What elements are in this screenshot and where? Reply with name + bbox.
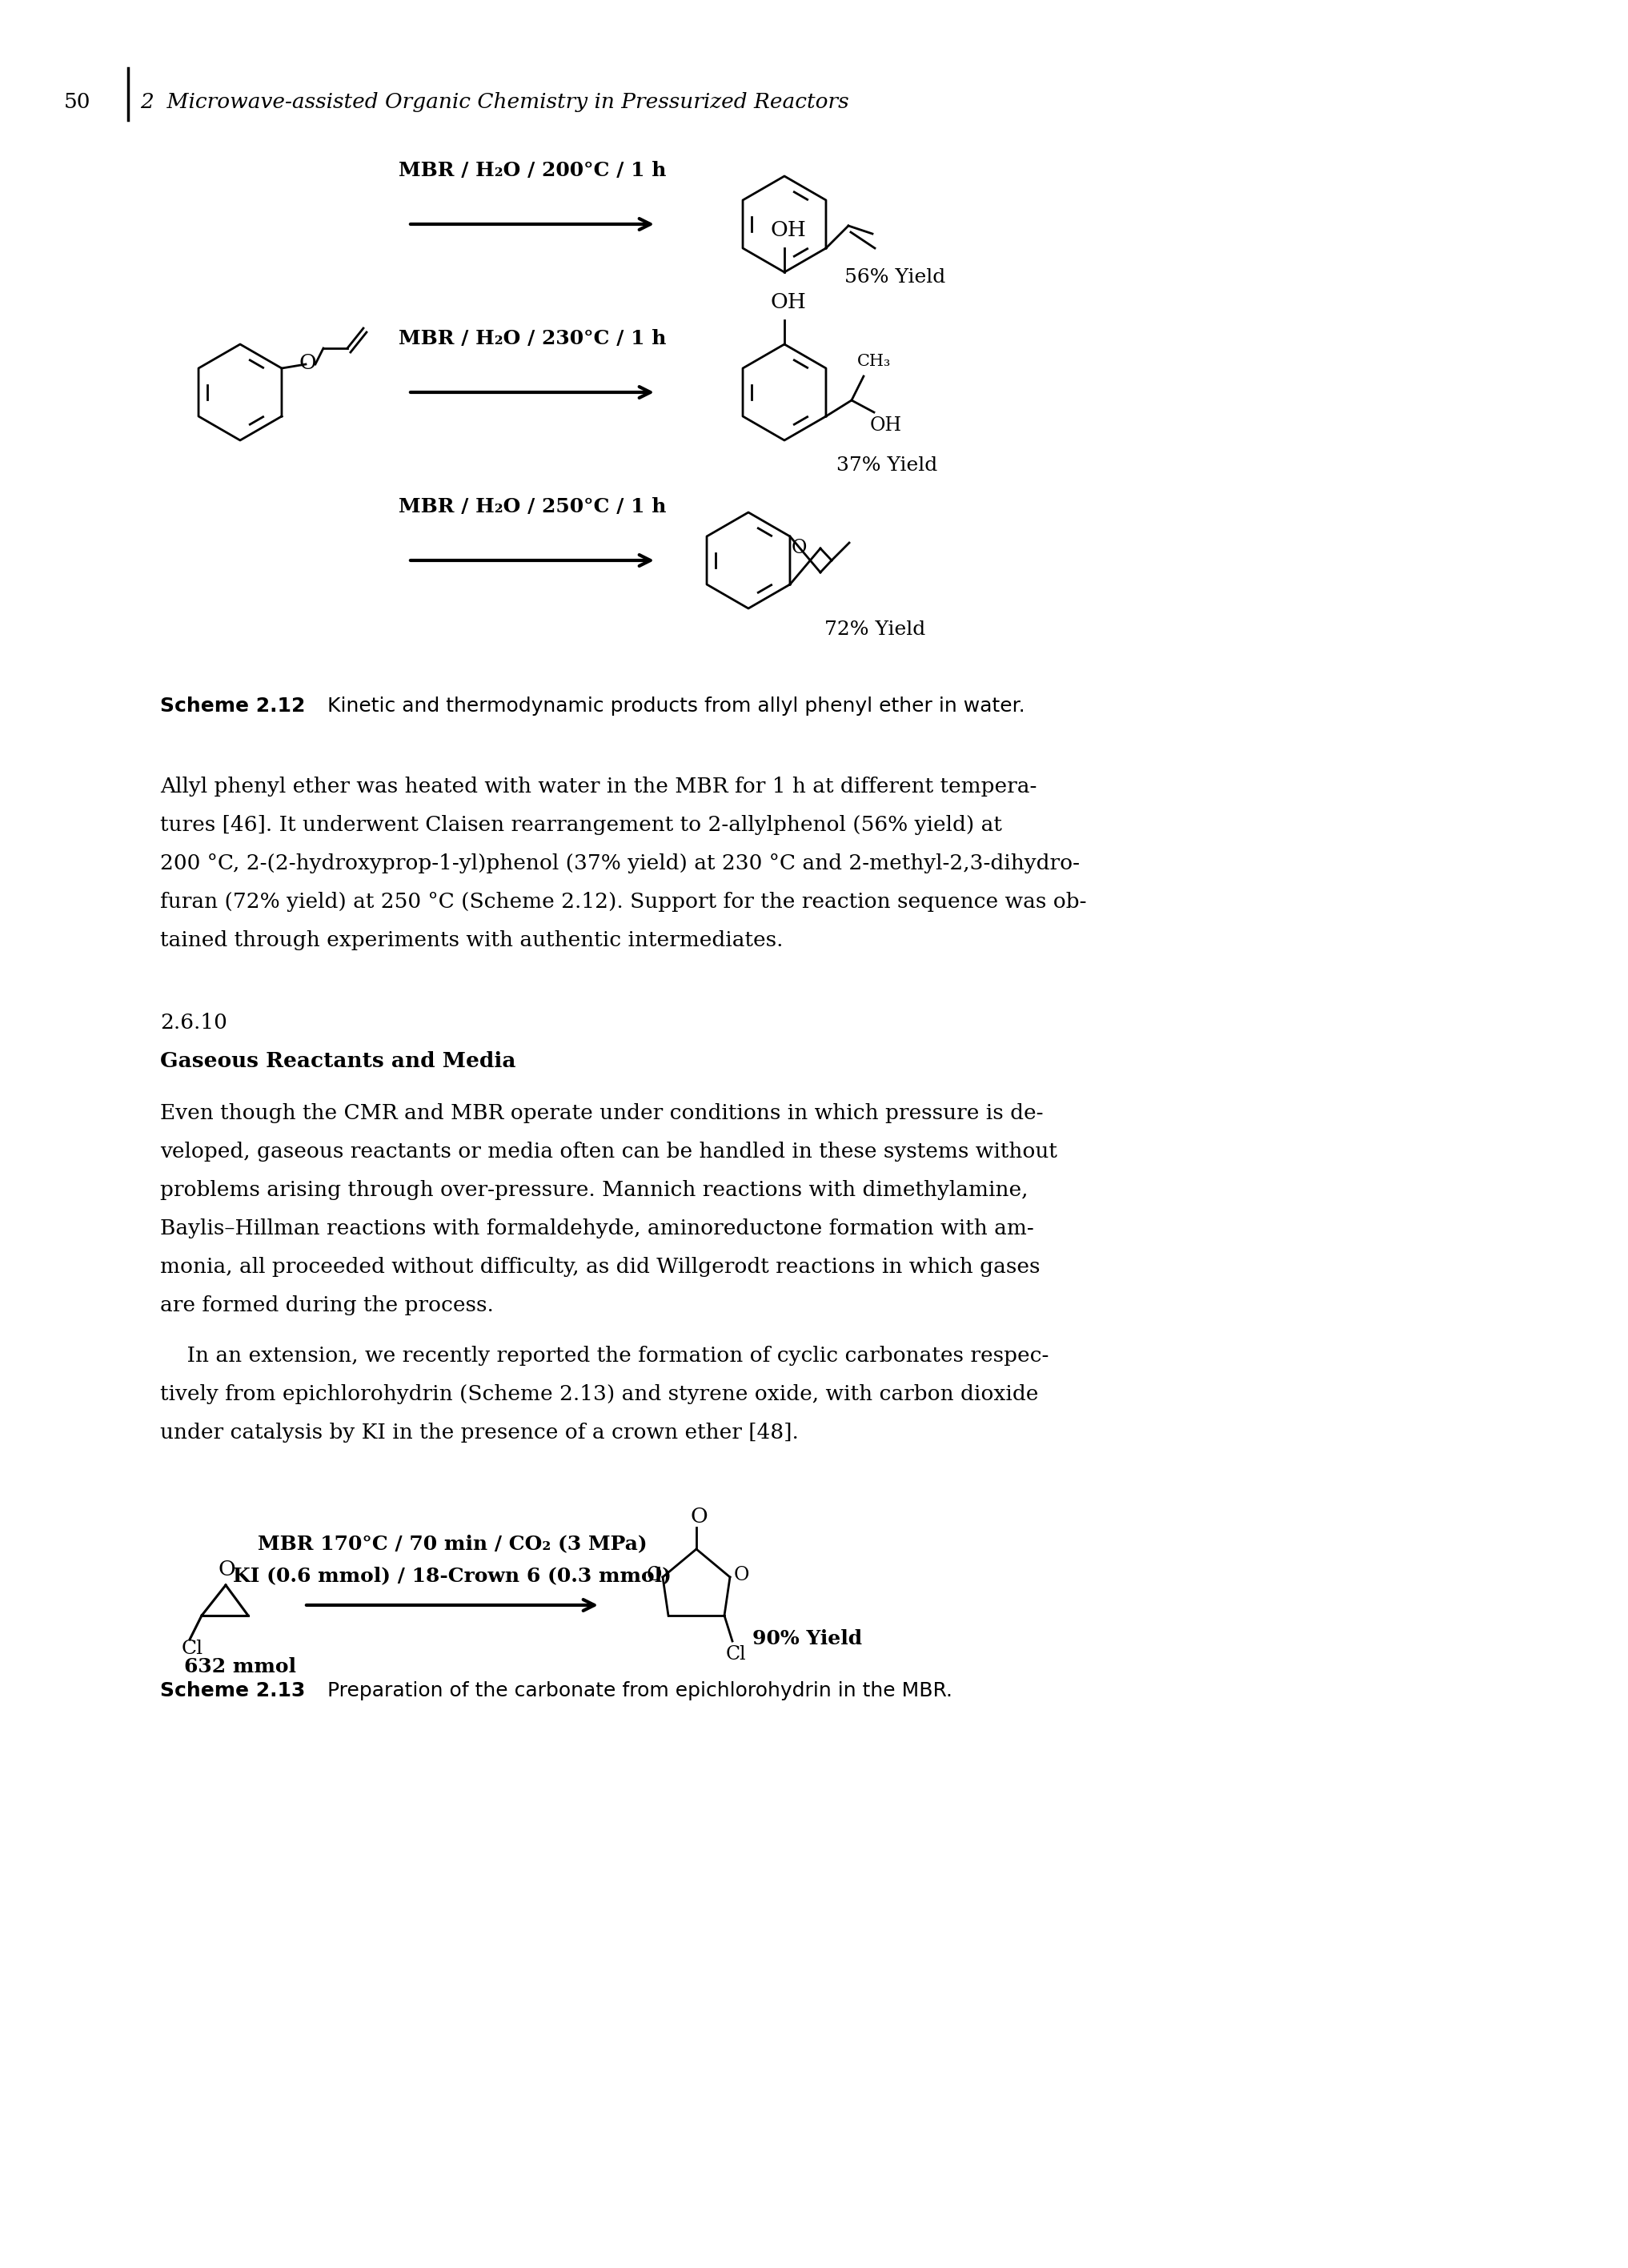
Text: Cl: Cl	[726, 1644, 747, 1662]
Text: Scheme 2.12: Scheme 2.12	[160, 696, 306, 717]
Text: 90% Yield: 90% Yield	[752, 1628, 863, 1649]
Text: OH: OH	[869, 417, 902, 435]
Text: furan (72% yield) at 250 °C (Scheme 2.12). Support for the reaction sequence was: furan (72% yield) at 250 °C (Scheme 2.12…	[160, 891, 1086, 912]
Text: O: O	[646, 1565, 663, 1585]
Text: MBR / H₂O / 230°C / 1 h: MBR / H₂O / 230°C / 1 h	[399, 329, 666, 349]
Text: In an extension, we recently reported the formation of cyclic carbonates respec-: In an extension, we recently reported th…	[160, 1345, 1048, 1365]
Text: O: O	[300, 354, 317, 372]
Text: Allyl phenyl ether was heated with water in the MBR for 1 h at different tempera: Allyl phenyl ether was heated with water…	[160, 776, 1037, 796]
Text: KI (0.6 mmol) / 18-Crown 6 (0.3 mmol): KI (0.6 mmol) / 18-Crown 6 (0.3 mmol)	[233, 1565, 671, 1585]
Text: 37% Yield: 37% Yield	[837, 456, 938, 474]
Text: problems arising through over-pressure. Mannich reactions with dimethylamine,: problems arising through over-pressure. …	[160, 1179, 1029, 1200]
Text: 2.6.10: 2.6.10	[160, 1014, 228, 1032]
Text: MBR 170°C / 70 min / CO₂ (3 MPa): MBR 170°C / 70 min / CO₂ (3 MPa)	[257, 1533, 646, 1554]
Text: Even though the CMR and MBR operate under conditions in which pressure is de-: Even though the CMR and MBR operate unde…	[160, 1102, 1044, 1123]
Text: tained through experiments with authentic intermediates.: tained through experiments with authenti…	[160, 930, 783, 950]
Text: tively from epichlorohydrin (Scheme 2.13) and styrene oxide, with carbon dioxide: tively from epichlorohydrin (Scheme 2.13…	[160, 1383, 1039, 1404]
Text: Preparation of the carbonate from epichlorohydrin in the MBR.: Preparation of the carbonate from epichl…	[308, 1681, 952, 1701]
Text: CH₃: CH₃	[858, 354, 891, 370]
Text: 50: 50	[63, 93, 91, 111]
Text: 72% Yield: 72% Yield	[824, 621, 925, 640]
Text: Scheme 2.13: Scheme 2.13	[160, 1681, 306, 1701]
Text: under catalysis by KI in the presence of a crown ether [48].: under catalysis by KI in the presence of…	[160, 1422, 799, 1442]
Text: Baylis–Hillman reactions with formaldehyde, aminoreductone formation with am-: Baylis–Hillman reactions with formaldehy…	[160, 1218, 1034, 1238]
Text: 2  Microwave-assisted Organic Chemistry in Pressurized Reactors: 2 Microwave-assisted Organic Chemistry i…	[140, 93, 848, 111]
Text: O: O	[218, 1560, 234, 1579]
Text: Gaseous Reactants and Media: Gaseous Reactants and Media	[160, 1050, 516, 1070]
Text: monia, all proceeded without difficulty, as did Willgerodt reactions in which ga: monia, all proceeded without difficulty,…	[160, 1256, 1040, 1277]
Text: tures [46]. It underwent Claisen rearrangement to 2-allylphenol (56% yield) at: tures [46]. It underwent Claisen rearran…	[160, 814, 1001, 835]
Text: OH: OH	[770, 293, 806, 313]
Text: Kinetic and thermodynamic products from allyl phenyl ether in water.: Kinetic and thermodynamic products from …	[308, 696, 1026, 717]
Text: veloped, gaseous reactants or media often can be handled in these systems withou: veloped, gaseous reactants or media ofte…	[160, 1141, 1057, 1161]
Text: MBR / H₂O / 200°C / 1 h: MBR / H₂O / 200°C / 1 h	[399, 161, 666, 179]
Text: O: O	[791, 540, 807, 558]
Text: 632 mmol: 632 mmol	[184, 1658, 296, 1676]
Text: OH: OH	[770, 220, 806, 240]
Text: O: O	[690, 1506, 707, 1526]
Text: are formed during the process.: are formed during the process.	[160, 1295, 493, 1315]
Text: MBR / H₂O / 250°C / 1 h: MBR / H₂O / 250°C / 1 h	[399, 497, 666, 517]
Text: 200 °C, 2-(2-hydroxyprop-1-yl)phenol (37% yield) at 230 °C and 2-methyl-2,3-dihy: 200 °C, 2-(2-hydroxyprop-1-yl)phenol (37…	[160, 853, 1079, 873]
Text: Cl: Cl	[182, 1640, 204, 1658]
Text: 56% Yield: 56% Yield	[845, 268, 946, 286]
Text: O: O	[734, 1565, 749, 1585]
